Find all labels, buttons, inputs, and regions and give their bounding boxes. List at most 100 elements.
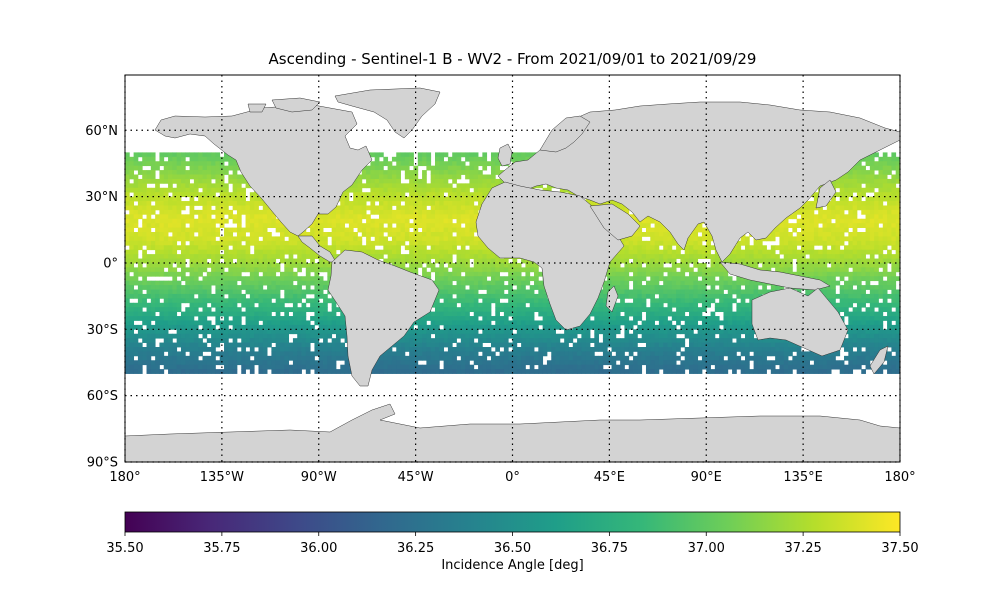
heatmap-cell (258, 209, 264, 215)
heatmap-cell (654, 271, 660, 277)
heatmap-cell (185, 152, 190, 158)
heatmap-cell (882, 223, 888, 228)
heatmap-cell (391, 174, 397, 180)
heatmap-cell (460, 289, 466, 295)
heatmap-cell (361, 192, 367, 198)
heatmap-cell (882, 285, 888, 290)
heatmap-cell (869, 187, 875, 193)
heatmap-cell (542, 187, 548, 193)
heatmap-cell (422, 187, 427, 193)
heatmap-cell (142, 174, 147, 180)
heatmap-cell (852, 223, 858, 228)
heatmap-cell (796, 271, 802, 277)
heatmap-cell (895, 227, 900, 233)
heatmap-cell (848, 245, 854, 251)
heatmap-cell (654, 267, 660, 273)
heatmap-cell (211, 240, 216, 246)
heatmap-cell (757, 240, 763, 246)
heatmap-cell (142, 227, 147, 233)
heatmap-cell (297, 245, 302, 251)
heatmap-cell (258, 249, 264, 255)
heatmap-cell (770, 232, 776, 237)
heatmap-cell (495, 267, 500, 273)
heatmap-cell (430, 174, 436, 180)
heatmap-cell (633, 258, 638, 264)
heatmap-cell (275, 276, 281, 282)
heatmap-cell (788, 236, 793, 242)
heatmap-cell (878, 240, 884, 246)
heatmap-cell (534, 267, 539, 273)
heatmap-cell (125, 170, 130, 175)
heatmap-cell (142, 183, 147, 189)
heatmap-cell (443, 196, 449, 202)
heatmap-cell (835, 209, 841, 215)
heatmap-cell (374, 192, 380, 198)
heatmap-cell (818, 214, 823, 220)
heatmap-cell (353, 240, 358, 246)
heatmap-cell (443, 232, 449, 237)
heatmap-cell (663, 258, 668, 264)
heatmap-cell (891, 205, 897, 211)
heatmap-cell (478, 174, 483, 180)
heatmap-cell (435, 214, 440, 220)
heatmap-cell (645, 267, 651, 273)
heatmap-cell (413, 245, 419, 251)
heatmap-cell (228, 276, 234, 282)
heatmap-cell (826, 201, 832, 206)
heatmap-cell (284, 240, 290, 246)
heatmap-cell (469, 156, 475, 162)
heatmap-cell (193, 254, 199, 259)
heatmap-cell (172, 192, 178, 198)
heatmap-cell (874, 267, 879, 273)
heatmap-cell (826, 271, 832, 277)
heatmap-cell (435, 187, 440, 193)
heatmap-cell (844, 192, 849, 198)
heatmap-cell (775, 262, 780, 268)
heatmap-cell (202, 232, 208, 237)
heatmap-cell (172, 178, 178, 184)
heatmap-cell (671, 249, 677, 255)
heatmap-cell (878, 156, 884, 162)
heatmap-cell (826, 249, 832, 255)
heatmap-cell (323, 240, 328, 246)
heatmap-cell (215, 280, 221, 286)
heatmap-cell (396, 249, 401, 255)
heatmap-cell (275, 218, 281, 224)
heatmap-cell (826, 205, 832, 211)
heatmap-cell (861, 178, 866, 184)
heatmap-cell (671, 236, 677, 242)
heatmap-cell (831, 258, 836, 264)
heatmap-cell (314, 267, 320, 273)
heatmap-cell (202, 245, 208, 251)
heatmap-cell (762, 245, 767, 251)
heatmap-cell (267, 223, 272, 228)
heatmap-cell (800, 223, 806, 228)
heatmap-cell (473, 280, 479, 286)
heatmap-cell (155, 236, 160, 242)
heatmap-cell (271, 285, 277, 290)
heatmap-cell (478, 267, 483, 273)
heatmap-cell (762, 236, 767, 242)
heatmap-cell (206, 280, 212, 286)
heatmap-cell (839, 232, 845, 237)
heatmap-cell (822, 267, 828, 273)
heatmap-cell (180, 271, 186, 277)
heatmap-cell (736, 280, 742, 286)
heatmap-cell (693, 285, 699, 290)
heatmap-cell (611, 271, 617, 277)
heatmap-cell (211, 209, 216, 215)
heatmap-cell (215, 285, 221, 290)
heatmap-cell (874, 178, 879, 184)
heatmap-cell (129, 285, 135, 290)
heatmap-cell (348, 205, 354, 211)
heatmap-cell (133, 276, 139, 282)
heatmap-cell (637, 249, 643, 255)
heatmap-cell (396, 254, 401, 259)
heatmap-cell (422, 205, 427, 211)
heatmap-cell (800, 262, 806, 268)
heatmap-cell (809, 249, 815, 255)
heatmap-cell (146, 156, 152, 162)
heatmap-cell (465, 258, 470, 264)
heatmap-cell (796, 249, 802, 255)
heatmap-cell (202, 262, 208, 268)
